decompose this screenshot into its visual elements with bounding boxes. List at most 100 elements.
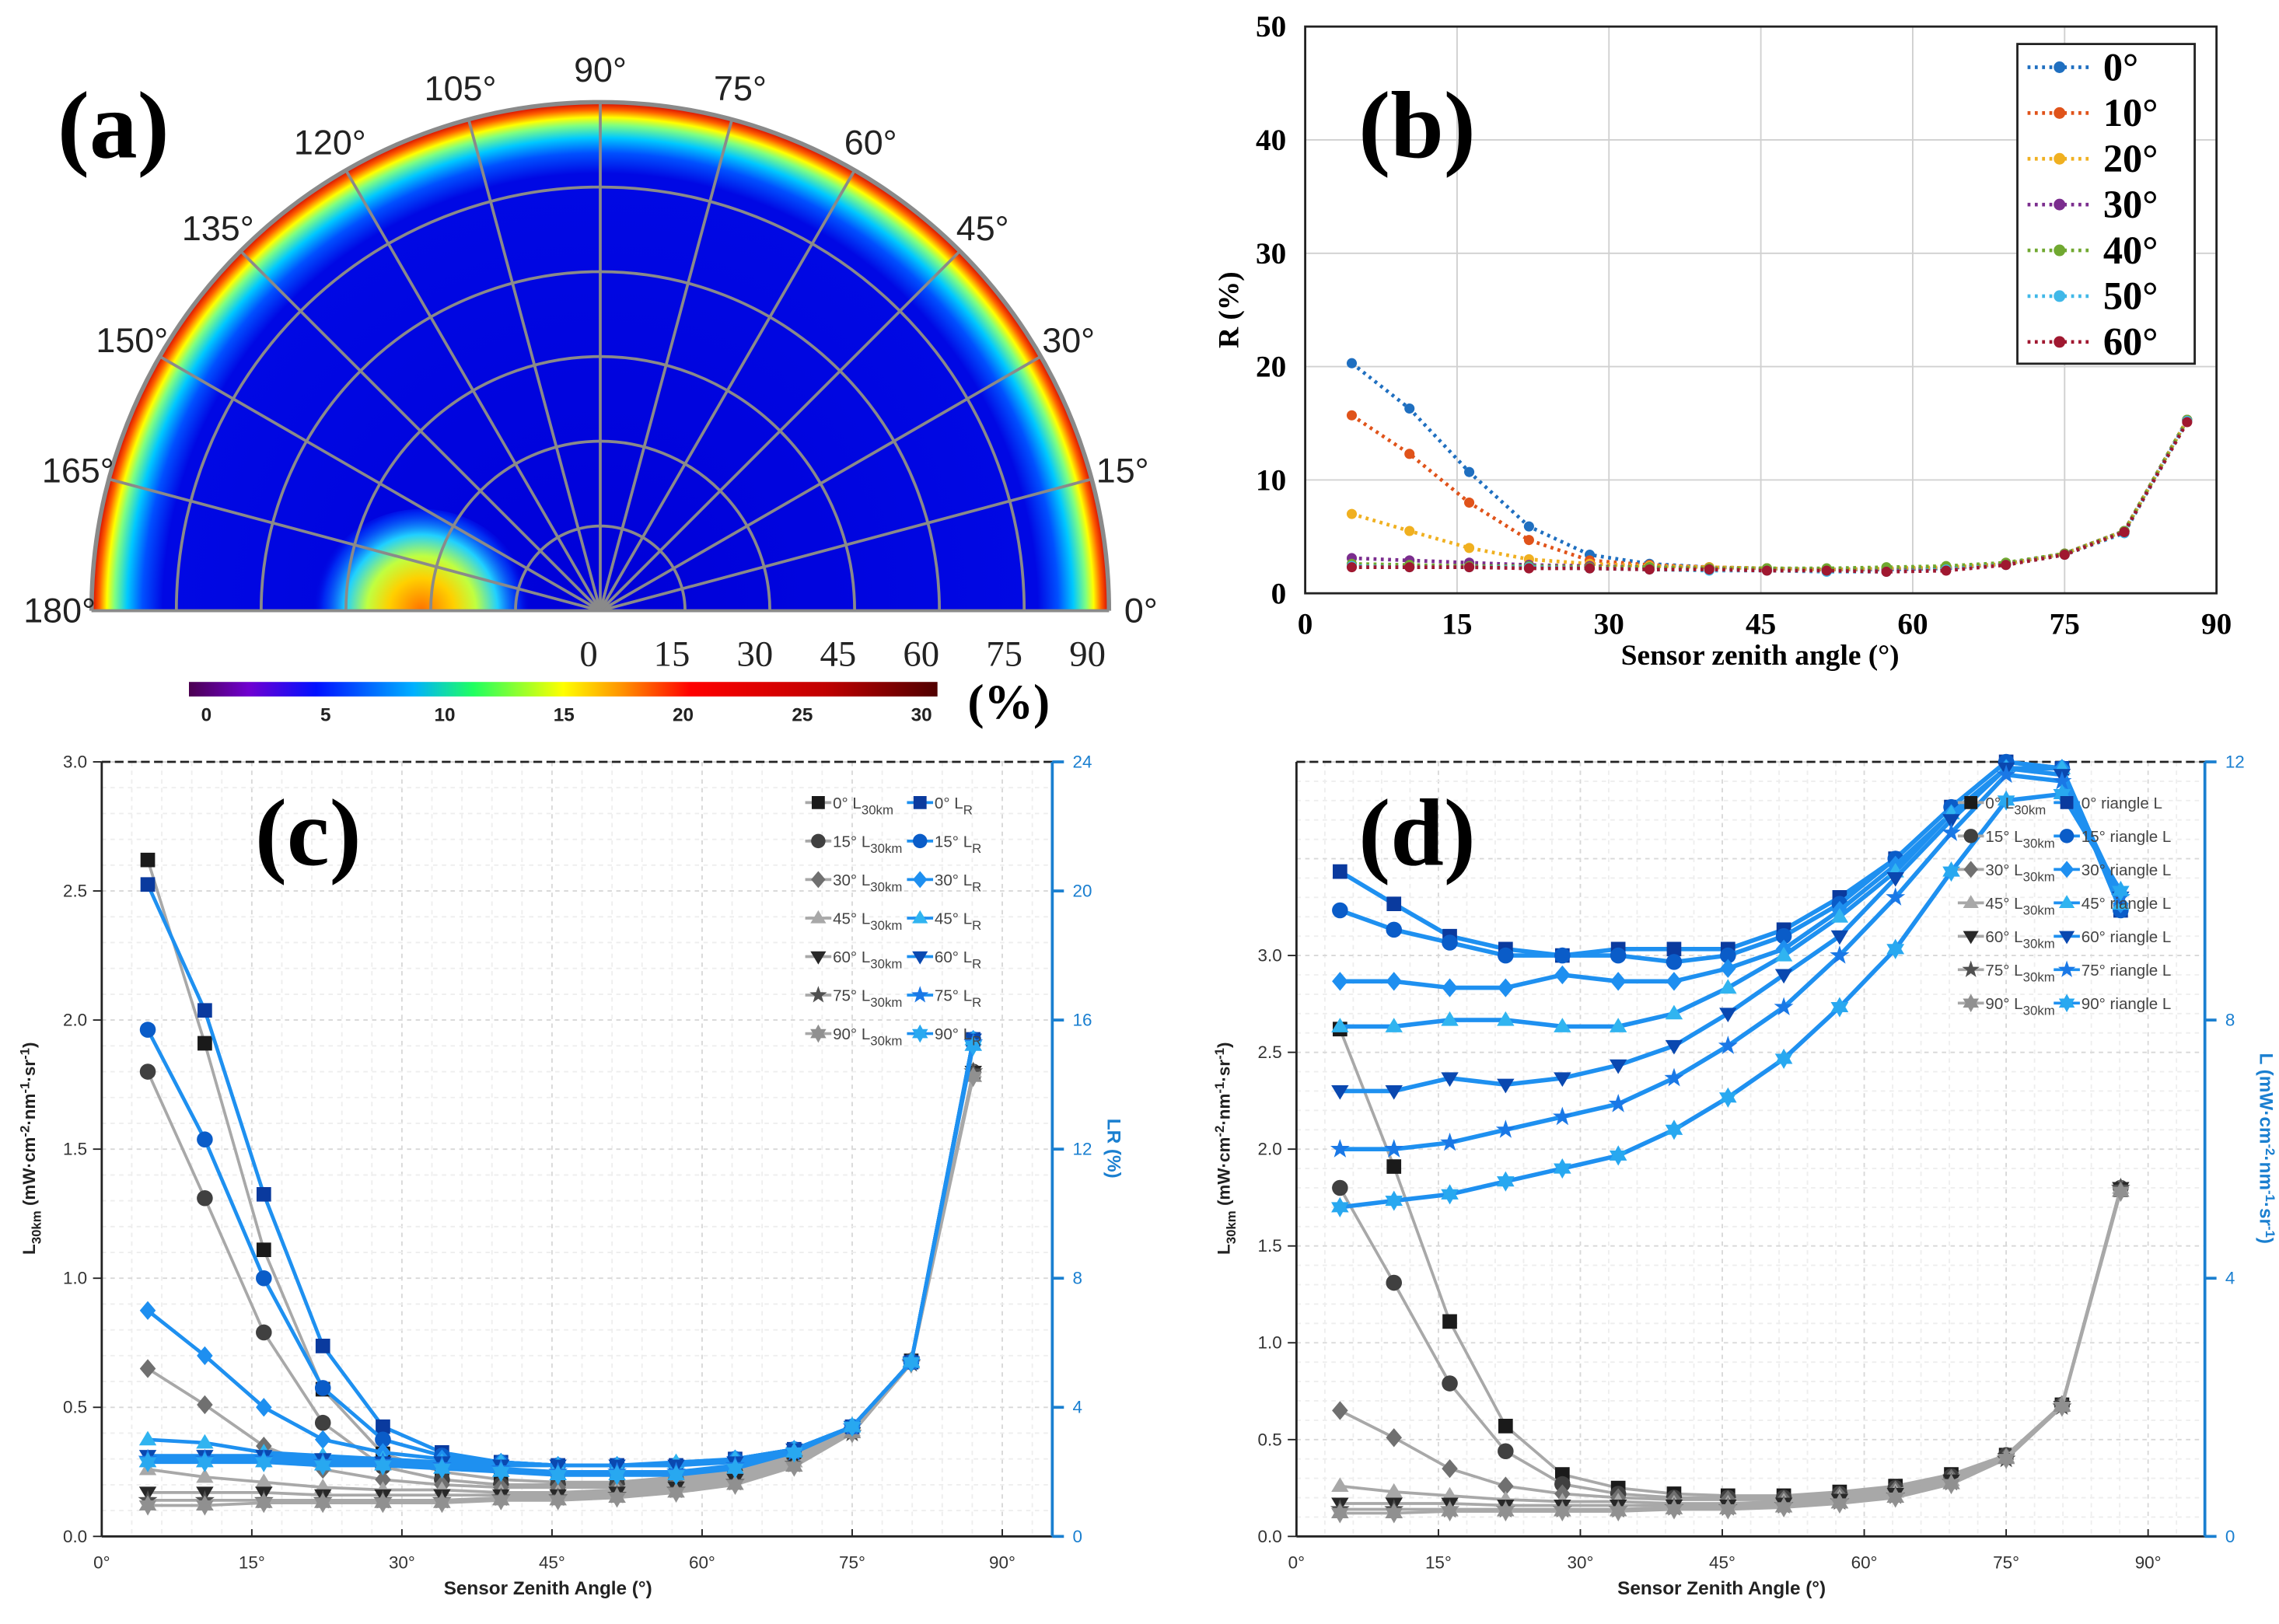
legend-label: 90° riangle L xyxy=(2082,995,2172,1013)
data-point-hexagram xyxy=(549,1490,568,1510)
y2-tick-label: 20 xyxy=(1073,882,1092,901)
panel-label-a: (a) xyxy=(58,72,170,178)
legend-label-subscript: 30km xyxy=(2023,1003,2055,1018)
series-line xyxy=(1351,418,2189,571)
y-axis-label-part: -2 xyxy=(1212,1126,1227,1137)
legend-marker-triangle-up xyxy=(912,910,928,924)
x-tick-label: 90 xyxy=(2201,608,2232,641)
legend-label-main: 15° L xyxy=(1985,828,2022,846)
data-point-triangle-up xyxy=(196,1434,214,1449)
series-line xyxy=(1351,414,2189,571)
legend-label-main: 30° L xyxy=(1985,861,2022,879)
legend-label-main: 15° L xyxy=(935,833,972,850)
polar-radial-tick-label: 0 xyxy=(579,634,597,675)
legend-label-subscript: 30km xyxy=(2023,869,2055,884)
polar-angle-tick-label: 15° xyxy=(1096,451,1149,491)
y2-axis-label-part: -1 xyxy=(2263,1226,2277,1238)
plot-frame xyxy=(1304,25,2218,595)
polar-hotspot xyxy=(312,508,531,611)
y-axis-label-part: ·sr xyxy=(19,1060,39,1082)
legend-marker-circle xyxy=(2059,829,2075,843)
data-point-pentagram xyxy=(1886,887,1906,906)
data-point-circle xyxy=(256,1270,272,1287)
legend-label-main: 75° riangle L xyxy=(2082,962,2172,980)
series-line xyxy=(1340,1191,2123,1515)
x-tick-label: 30 xyxy=(1594,608,1624,641)
data-point-hexagram xyxy=(1997,790,2015,811)
data-point-pentagram xyxy=(1608,1093,1628,1112)
legend-marker xyxy=(2054,290,2066,302)
legend-marker-hexagram xyxy=(2058,994,2075,1013)
y-axis-label: L30km (mW·cm-2·nm-1·sr-1) xyxy=(17,1042,44,1254)
data-point-hexagram xyxy=(1496,1500,1515,1522)
data-point-hexagram xyxy=(138,1451,157,1472)
y-tick-label: 0.5 xyxy=(1258,1430,1282,1449)
data-point-hexagram xyxy=(433,1493,451,1514)
legend-label-main: 0° L xyxy=(1985,795,2014,812)
data-point-circle xyxy=(197,1189,213,1207)
colorbar-tick-label: 30 xyxy=(911,705,932,726)
data-point-pentagram xyxy=(1718,1036,1738,1054)
data-point-square xyxy=(1386,1159,1402,1174)
series-line xyxy=(1351,420,2189,574)
data-point xyxy=(1761,565,1772,576)
legend-marker-square xyxy=(811,795,825,809)
x-tick-label: 30° xyxy=(1568,1552,1594,1572)
data-point-circle xyxy=(1332,902,1348,919)
data-point-circle xyxy=(197,1131,213,1147)
legend-label-subscript: 30km xyxy=(862,802,893,817)
legend-label-main: 75° L xyxy=(833,987,870,1005)
legend-label: 60° riangle L xyxy=(2082,928,2172,946)
data-point xyxy=(1464,497,1475,508)
x-tick-label: 45 xyxy=(1746,608,1776,641)
legend-label-main: 45° riangle L xyxy=(2082,895,2172,913)
legend-label: 45° L30km xyxy=(833,910,902,932)
series-line xyxy=(1351,421,2189,574)
data-point xyxy=(1523,563,1534,574)
data-point-pentagram xyxy=(1664,1067,1684,1087)
data-point-hexagram xyxy=(902,1352,921,1373)
legend-marker-square xyxy=(1964,795,1978,809)
data-point-hexagram xyxy=(1830,997,1849,1018)
legend-label: 20° xyxy=(2103,137,2158,180)
legend-label-subscript: 30km xyxy=(2023,969,2055,984)
data-point-diamond xyxy=(1442,1458,1458,1479)
y2-tick-label: 16 xyxy=(1073,1011,1092,1030)
data-point xyxy=(1704,564,1714,575)
legend-label: 15° L30km xyxy=(833,833,902,855)
y-tick-label: 0 xyxy=(1271,577,1287,610)
data-point-triangle-up xyxy=(255,1473,273,1489)
legend-marker-triangle-down xyxy=(2058,931,2075,945)
data-point-circle xyxy=(139,1022,156,1038)
data-point-circle xyxy=(1332,1179,1348,1196)
y-tick-label: 40 xyxy=(1256,124,1286,157)
data-point-hexagram xyxy=(964,1036,983,1056)
data-point-square xyxy=(197,1003,212,1018)
data-point-hexagram xyxy=(1774,1497,1793,1518)
data-point xyxy=(2001,560,2012,571)
data-point-hexagram xyxy=(1441,1500,1459,1522)
legend-marker-hexagram xyxy=(810,1024,827,1043)
polar-spoke-gridline xyxy=(344,169,602,612)
data-point xyxy=(1881,566,1892,578)
legend-label: 0° riangle L xyxy=(2082,795,2162,812)
legend-label-subscript: 30km xyxy=(870,918,902,933)
data-point xyxy=(2119,526,2130,537)
legend-marker-hexagram xyxy=(911,1024,928,1043)
data-point-hexagram xyxy=(785,1456,803,1477)
series-line xyxy=(145,1029,975,1468)
legend-marker xyxy=(2054,107,2066,119)
data-point-hexagram xyxy=(1718,1087,1737,1108)
polar-angle-tick-label: 105° xyxy=(425,68,497,108)
y-tick-label: 3.0 xyxy=(63,752,87,771)
data-point-pentagram xyxy=(1440,1132,1459,1151)
legend-marker-triangle-up xyxy=(2058,895,2075,909)
legend-marker xyxy=(2054,61,2066,73)
data-point-triangle-up xyxy=(196,1468,214,1483)
data-point xyxy=(1346,358,1358,368)
data-point xyxy=(1464,543,1475,554)
y-tick-label: 2.0 xyxy=(1258,1140,1282,1159)
data-point-triangle-up xyxy=(1331,1477,1349,1493)
data-point-triangle-down xyxy=(1331,1084,1349,1100)
legend-label-main: 15° L xyxy=(833,833,870,850)
